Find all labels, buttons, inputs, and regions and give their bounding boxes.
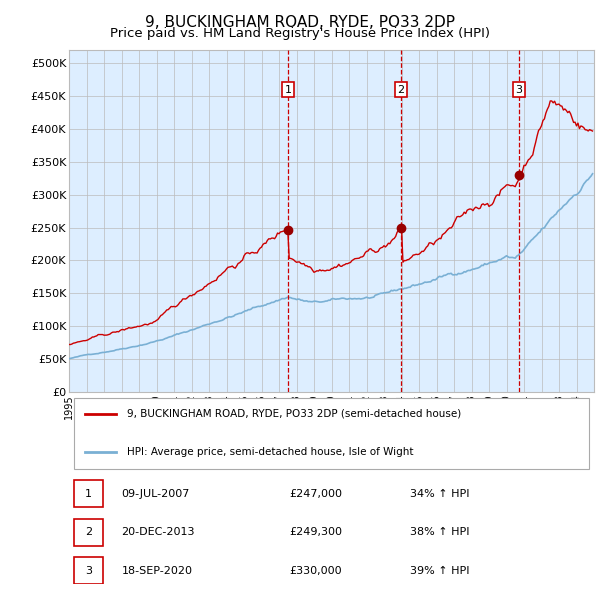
- Text: 3: 3: [85, 566, 92, 576]
- Text: 38% ↑ HPI: 38% ↑ HPI: [410, 527, 470, 537]
- FancyBboxPatch shape: [74, 557, 103, 584]
- FancyBboxPatch shape: [74, 480, 103, 507]
- Text: 20-DEC-2013: 20-DEC-2013: [121, 527, 195, 537]
- Text: 2: 2: [397, 84, 404, 94]
- Text: 09-JUL-2007: 09-JUL-2007: [121, 489, 190, 499]
- FancyBboxPatch shape: [74, 519, 103, 546]
- FancyBboxPatch shape: [74, 398, 589, 469]
- Text: 1: 1: [85, 489, 92, 499]
- Text: £330,000: £330,000: [290, 566, 342, 576]
- Text: 34% ↑ HPI: 34% ↑ HPI: [410, 489, 470, 499]
- Text: 18-SEP-2020: 18-SEP-2020: [121, 566, 193, 576]
- Text: 2: 2: [85, 527, 92, 537]
- Text: £249,300: £249,300: [290, 527, 343, 537]
- Text: 1: 1: [284, 84, 292, 94]
- Text: Price paid vs. HM Land Registry's House Price Index (HPI): Price paid vs. HM Land Registry's House …: [110, 27, 490, 40]
- Text: 9, BUCKINGHAM ROAD, RYDE, PO33 2DP: 9, BUCKINGHAM ROAD, RYDE, PO33 2DP: [145, 15, 455, 30]
- Text: HPI: Average price, semi-detached house, Isle of Wight: HPI: Average price, semi-detached house,…: [127, 447, 413, 457]
- Text: 3: 3: [515, 84, 523, 94]
- Text: 9, BUCKINGHAM ROAD, RYDE, PO33 2DP (semi-detached house): 9, BUCKINGHAM ROAD, RYDE, PO33 2DP (semi…: [127, 409, 461, 419]
- Text: 39% ↑ HPI: 39% ↑ HPI: [410, 566, 470, 576]
- Text: £247,000: £247,000: [290, 489, 343, 499]
